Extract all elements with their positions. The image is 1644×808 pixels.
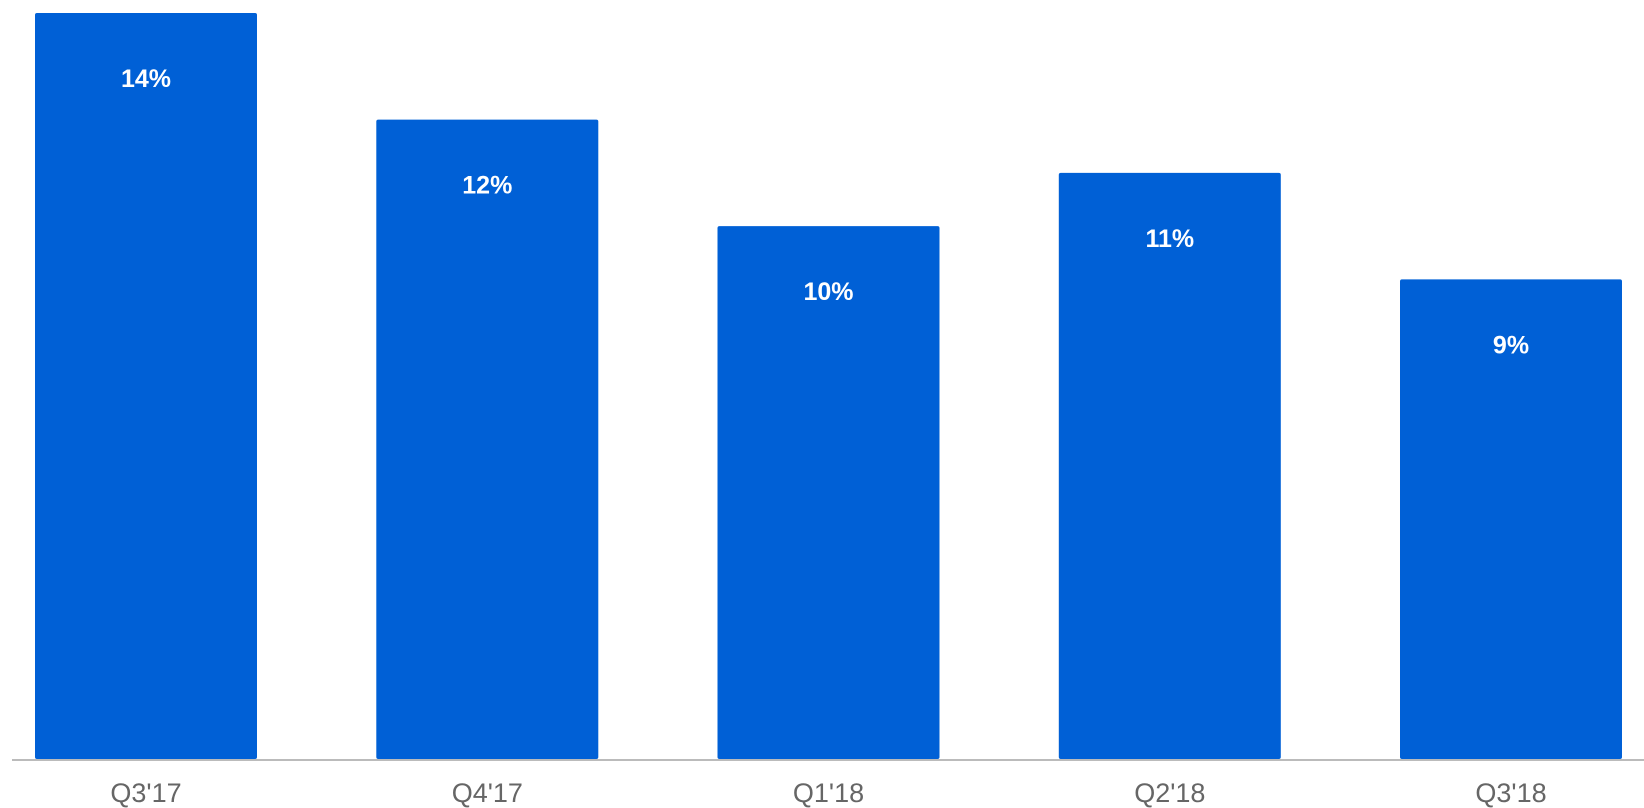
bar-3 [1058,172,1281,759]
bar-data-label-0: 14% [121,65,171,93]
bar-2 [717,226,940,760]
bar-data-label-3: 11% [1145,225,1194,253]
bar-data-label-2: 10% [803,278,853,306]
x-axis-tick-labels: Q3'17 Q4'17 Q1'18 Q2'18 Q3'18 [110,778,1546,808]
bar-data-label-1: 12% [462,172,512,200]
data-labels-group: 14% 12% 10% 11% 9% [121,65,1529,359]
bars-group [35,13,1622,760]
x-tick-label-3: Q2'18 [1134,778,1205,808]
bar-1 [376,119,599,760]
x-tick-label-1: Q4'17 [452,778,523,808]
bar-0 [35,13,257,759]
x-tick-label-0: Q3'17 [110,778,181,808]
x-tick-label-4: Q3'18 [1475,778,1546,808]
bar-data-label-4: 9% [1493,331,1529,359]
x-tick-label-2: Q1'18 [793,778,864,808]
bar-4 [1400,279,1622,759]
